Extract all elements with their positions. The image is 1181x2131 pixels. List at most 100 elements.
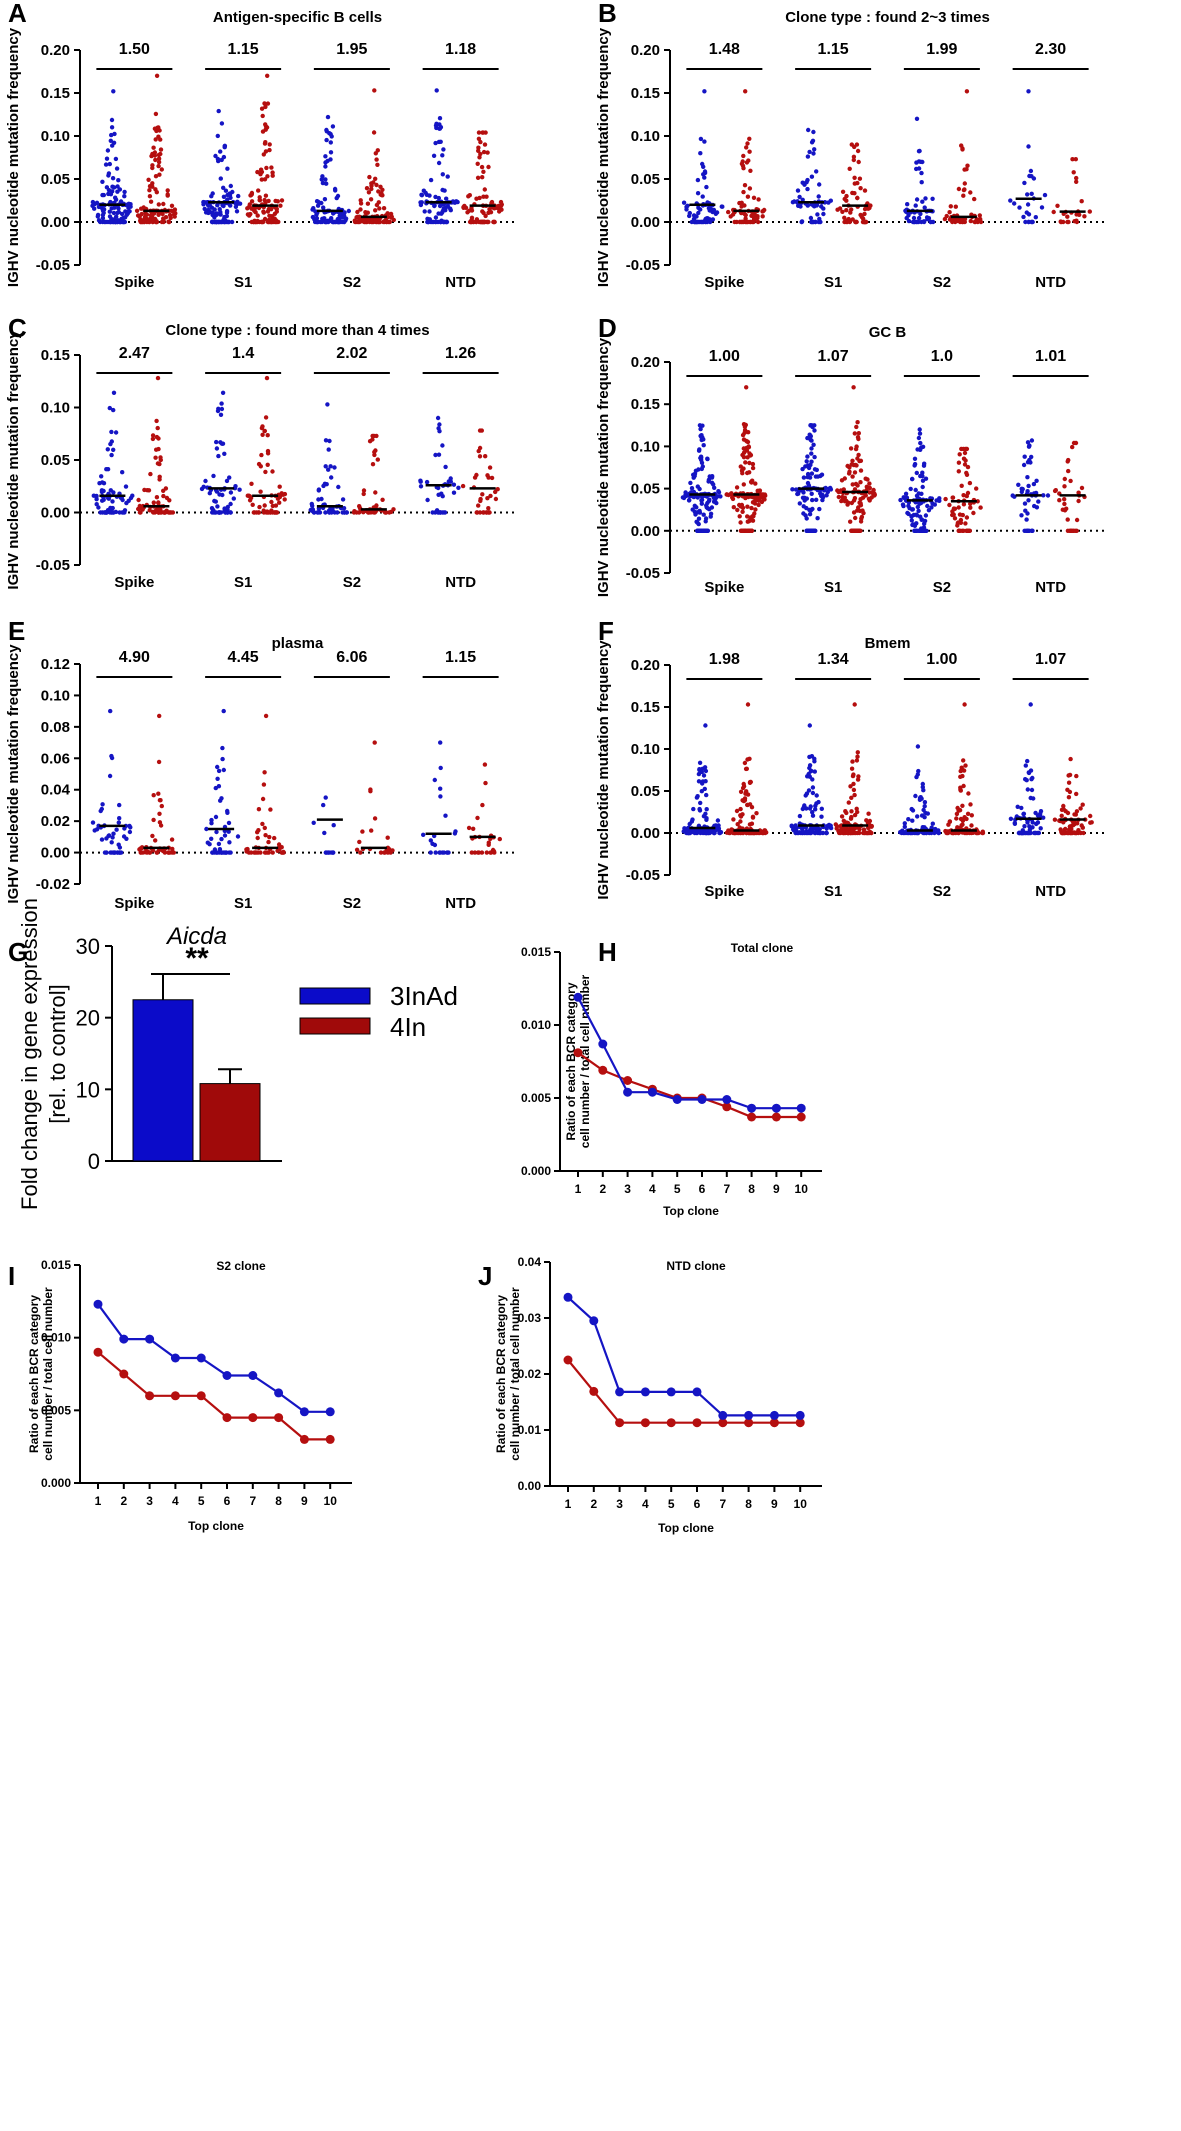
data-point (961, 193, 966, 198)
x-tick-label: 2 (120, 1494, 127, 1508)
line-point-3InAd (771, 1103, 781, 1113)
data-point (166, 219, 172, 225)
data-point (247, 202, 252, 207)
data-point (848, 784, 853, 789)
data-point (438, 794, 443, 799)
data-point (122, 194, 127, 199)
data-point (115, 184, 120, 189)
data-point (926, 216, 932, 221)
data-point (698, 151, 703, 156)
data-point (263, 415, 269, 420)
data-point (701, 512, 706, 517)
data-point (102, 219, 107, 225)
data-point (859, 214, 864, 220)
dot-group-4In (726, 89, 767, 225)
data-point (227, 475, 232, 480)
data-point (1008, 198, 1013, 203)
data-point (216, 453, 221, 459)
data-point (1070, 444, 1075, 450)
data-point (126, 498, 131, 503)
panel-letter: F (598, 616, 614, 646)
data-point (1067, 824, 1073, 829)
data-point (366, 190, 372, 195)
data-point (910, 476, 915, 482)
data-point (259, 452, 264, 458)
data-point (123, 215, 128, 220)
dot-group-4In (134, 73, 178, 225)
data-point (696, 205, 701, 210)
data-point (315, 510, 320, 515)
data-point (968, 802, 973, 807)
data-point (811, 129, 816, 135)
y-axis-label: IGHV nucleotide mutation frequency (5, 644, 22, 904)
data-point (921, 807, 926, 813)
data-point (920, 199, 925, 204)
data-point (1061, 803, 1066, 809)
data-point (711, 830, 717, 836)
series-line-4In (97, 1351, 331, 1441)
data-point (817, 182, 822, 187)
data-point (382, 219, 387, 224)
data-point (100, 179, 105, 184)
data-point (690, 817, 695, 822)
data-point (1026, 770, 1032, 776)
data-point (817, 506, 822, 512)
data-point (1031, 481, 1037, 487)
dot-group-4In (724, 385, 768, 533)
data-point (915, 744, 921, 749)
data-point (151, 145, 156, 150)
data-point (228, 490, 234, 495)
category-label: Spike (704, 579, 744, 596)
data-point (265, 73, 270, 79)
data-point (867, 481, 872, 486)
x-tick-label: 6 (224, 1494, 231, 1508)
data-point (902, 496, 907, 501)
data-point (1068, 756, 1073, 762)
data-point (479, 428, 484, 433)
data-point (226, 219, 231, 225)
panel-letter: H (598, 937, 617, 967)
data-point (801, 490, 806, 495)
data-point (820, 495, 826, 500)
data-point (380, 187, 385, 192)
comparison-value: 6.06 (336, 649, 367, 666)
data-point (116, 842, 121, 847)
category-label: S1 (234, 574, 252, 591)
data-point (267, 142, 272, 147)
data-point (688, 480, 693, 486)
data-point (924, 830, 929, 836)
data-point (855, 148, 861, 154)
comparison-value: 1.0 (931, 348, 953, 365)
data-point (1018, 830, 1023, 836)
data-point (810, 813, 816, 818)
data-point (373, 151, 378, 156)
data-point (107, 161, 113, 167)
data-point (1025, 192, 1030, 197)
data-point (740, 159, 745, 164)
data-point (920, 159, 925, 165)
data-point (739, 502, 745, 508)
y-tick-label: 0.04 (518, 1255, 542, 1269)
data-point (916, 768, 921, 774)
data-point (209, 194, 214, 199)
legend-swatch-3InAd (299, 987, 371, 1005)
data-point (683, 490, 688, 495)
data-point (807, 754, 812, 760)
data-point (209, 821, 214, 826)
data-point (372, 449, 377, 455)
data-point (921, 219, 927, 224)
data-point (1025, 528, 1031, 533)
y-tick-label: 0.15 (41, 85, 70, 102)
data-point (1025, 820, 1030, 825)
data-point (932, 830, 938, 835)
data-point (909, 806, 914, 812)
data-point (98, 219, 103, 225)
data-point (382, 850, 387, 855)
data-point (1066, 773, 1071, 778)
data-point (262, 177, 268, 182)
data-point (807, 723, 812, 728)
x-tick-label: 9 (773, 1182, 780, 1196)
data-point (381, 206, 387, 211)
data-point (157, 798, 163, 803)
data-point (701, 443, 706, 448)
